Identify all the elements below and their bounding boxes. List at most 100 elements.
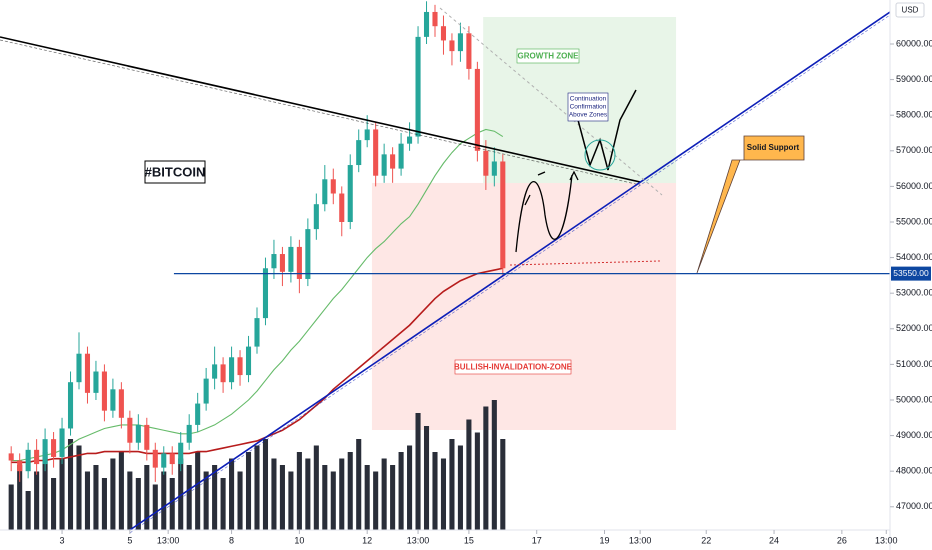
candle-body — [440, 26, 447, 41]
candle-body — [415, 36, 421, 137]
x-tick-label: 17 — [532, 535, 542, 545]
note-line: Confirmation — [570, 104, 607, 111]
candle-body — [144, 424, 150, 450]
growth-box — [516, 48, 580, 64]
volume-bar — [271, 458, 277, 530]
candle-body — [288, 246, 294, 272]
volume-bar — [135, 478, 141, 530]
volume-bar — [491, 400, 497, 530]
volume-bar — [195, 452, 201, 530]
volume-bar — [313, 445, 319, 530]
candle-body — [347, 165, 353, 222]
candle-body — [245, 346, 252, 376]
candle-body — [381, 154, 387, 176]
trendline — [129, 11, 891, 531]
x-tick-label: 12 — [362, 535, 372, 545]
candle-body — [474, 68, 480, 151]
path-arrow — [515, 174, 573, 253]
candle-body — [220, 364, 226, 383]
candle-body — [186, 424, 192, 443]
x-tick-label: 13:00 — [157, 535, 180, 545]
volume-bar — [237, 471, 243, 530]
candle-body — [152, 449, 158, 468]
x-tick-label: 22 — [701, 535, 711, 545]
volume-bar — [373, 471, 379, 530]
support-callout — [696, 135, 805, 274]
x-tick-label: 24 — [769, 535, 779, 545]
y-tick-label: 58000.00 — [896, 110, 932, 120]
volume-bar — [457, 445, 463, 530]
moving-average — [11, 128, 504, 462]
candle-body — [279, 254, 285, 272]
candle-body — [118, 389, 124, 418]
volume-bar — [76, 445, 82, 530]
candle-body — [67, 382, 74, 429]
x-tick-label: 15 — [464, 535, 474, 545]
candle-body — [169, 453, 175, 465]
dotted-projection — [509, 260, 661, 266]
candle-body — [313, 204, 319, 230]
x-tick-label: 13:00 — [407, 535, 430, 545]
candle-body — [432, 11, 438, 27]
candle-body — [500, 161, 506, 269]
note-box — [567, 92, 609, 122]
volume-bar — [118, 452, 124, 530]
invalidation-label: BULLISH-INVALIDATION-ZONE — [454, 363, 573, 372]
volume-bar — [449, 439, 455, 530]
symbol: #BITCOIN — [145, 164, 206, 179]
volume-bar — [440, 458, 447, 530]
volume-bar — [347, 452, 353, 530]
axes: 47000.00 48000.00 49000.00 50000.00 51000.00… — [60, 38, 932, 545]
trendlines — [0, 11, 891, 534]
candle-body — [483, 150, 489, 176]
y-tick-label: 55000.00 — [896, 216, 932, 226]
volume-bar — [17, 465, 23, 530]
volume-bar — [144, 465, 150, 530]
volume-bar — [415, 413, 421, 530]
candle-body — [457, 33, 463, 52]
candle-body — [127, 417, 133, 443]
x-tick-label: 19 — [600, 535, 610, 545]
candle-body — [423, 11, 430, 37]
support-price: 53550.00 — [893, 268, 929, 278]
candle-body — [17, 460, 23, 472]
volume-bar — [254, 445, 260, 530]
candle-body — [93, 371, 99, 393]
volume-bar — [432, 452, 438, 530]
candle-body — [390, 154, 396, 169]
candle-body — [330, 179, 336, 194]
x-tick-label: 10 — [294, 535, 304, 545]
y-tick-label: 56000.00 — [896, 181, 932, 191]
volume-bar — [245, 452, 252, 530]
volume-bar — [110, 458, 116, 530]
volume-bar — [466, 419, 472, 530]
candle-body — [42, 439, 48, 465]
candle-body — [407, 136, 413, 144]
candle-body — [322, 179, 328, 205]
volume-bar — [500, 439, 506, 530]
candle-body — [254, 318, 260, 347]
x-tick-label: 5 — [127, 535, 132, 545]
volume-bar — [330, 471, 336, 530]
trendline-shadow — [0, 39, 641, 186]
volume-bar — [161, 471, 167, 530]
y-tick-label: 59000.00 — [896, 74, 932, 84]
volume-bar — [203, 471, 209, 530]
candle-body — [25, 449, 31, 472]
candle-body — [51, 439, 57, 457]
y-tick-label: 57000.00 — [896, 145, 932, 155]
y-tick-label: 53000.00 — [896, 288, 932, 298]
trendline-shadow — [129, 14, 891, 534]
volume-bar — [152, 484, 158, 530]
volume-bar — [25, 491, 31, 530]
candle-body — [84, 353, 91, 393]
volume-bar — [8, 484, 14, 530]
note-line: Above Zones — [569, 112, 608, 119]
candle-body — [195, 403, 201, 425]
arrow-heads — [524, 170, 579, 206]
support-badge — [891, 266, 931, 281]
moving-averages — [11, 128, 504, 464]
volume-bar — [101, 478, 107, 530]
support-label: Solid Support — [747, 143, 800, 152]
